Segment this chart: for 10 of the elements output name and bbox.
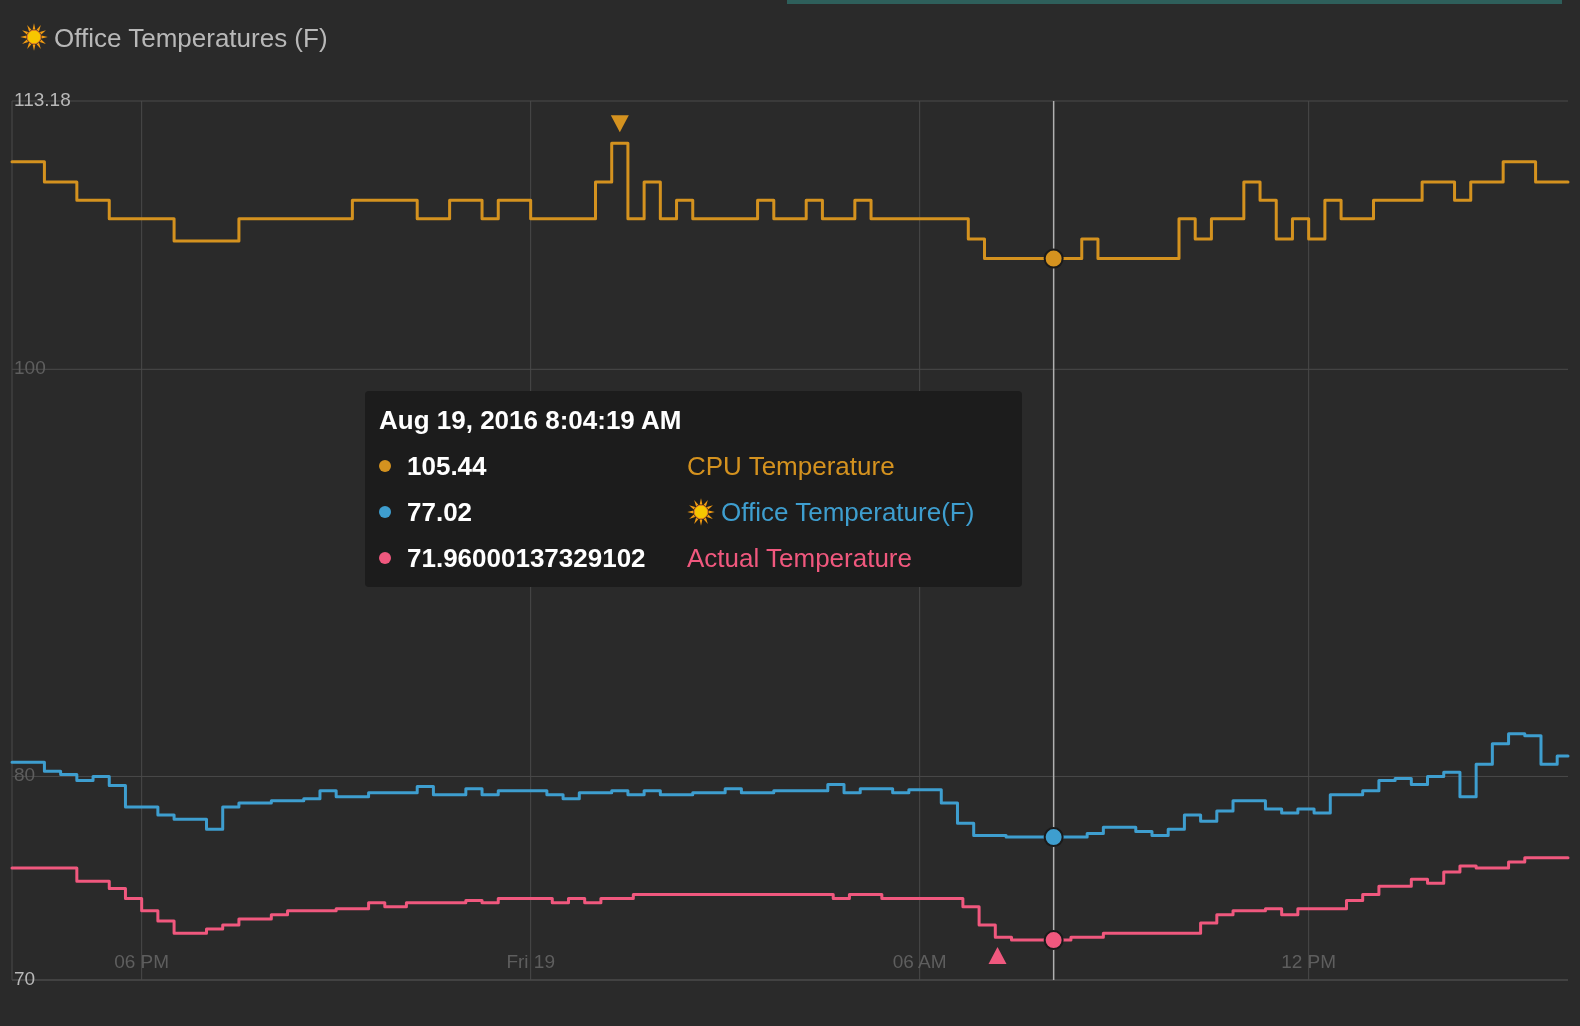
text: Office Temperature(F) — [721, 497, 975, 527]
text: CPU Temperature — [687, 451, 895, 481]
chart-title: Office Temperatures (F) — [54, 23, 328, 53]
annotation: 77.02 — [407, 497, 473, 527]
annotation: 105.44 — [407, 451, 488, 481]
y-tick-label: 113.18 — [14, 89, 71, 111]
text: Actual Temperature — [687, 543, 912, 573]
y-tick-label: 70 — [14, 968, 36, 990]
annotation: Aug 19, 2016 8:04:19 AM — [379, 405, 682, 435]
annotation: 71.96000137329102 — [407, 543, 646, 573]
